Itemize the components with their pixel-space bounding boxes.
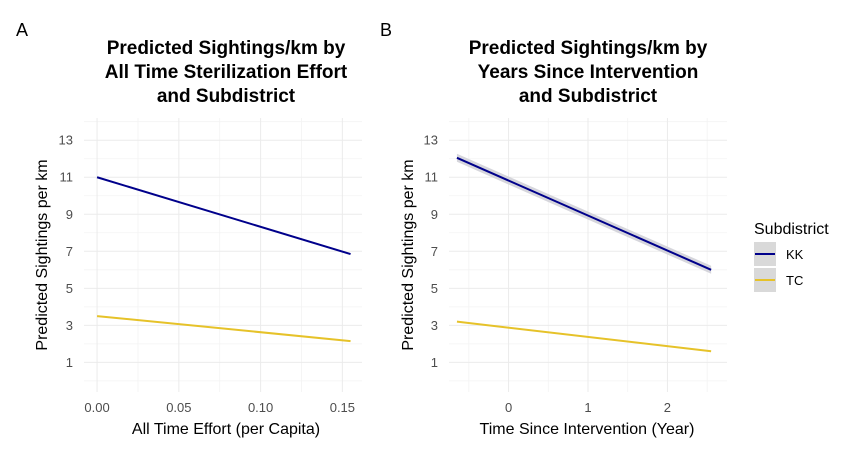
- legend-title: Subdistrict: [754, 221, 829, 238]
- panel-a-x-tick-label: 0.15: [330, 400, 355, 415]
- panel-letter-b: B: [380, 20, 392, 40]
- panel-letter-a: A: [16, 20, 28, 40]
- panel-b-title-line-2: Years Since Intervention: [478, 62, 699, 83]
- panel-b-title-line-3: and Subdistrict: [519, 86, 658, 107]
- panel-a-x-tick-label: 0.05: [166, 400, 191, 415]
- panel-a-y-tick-label: 9: [66, 207, 73, 222]
- legend: Subdistrict KK TC: [754, 221, 829, 292]
- panel-b-x-tick-label: 0: [505, 400, 512, 415]
- panel-a-x-axis-label: All Time Effort (per Capita): [132, 421, 320, 438]
- panel-a-series-kk-line: [96, 176, 351, 256]
- panel-a-x-tick-label: 0.10: [248, 400, 273, 415]
- panel-b-y-tick-label: 11: [425, 170, 439, 185]
- panel-a-title-line-2: All Time Sterilization Effort: [105, 62, 348, 83]
- panel-a-series-tc-line: [96, 315, 351, 343]
- panel-a-x-tick-label: 0.00: [84, 400, 109, 415]
- panel-b: B Predicted Sightings/km by Years Since …: [380, 20, 727, 438]
- panel-b-y-tick-label: 13: [424, 133, 438, 148]
- panel-a: A Predicted Sightings/km by All Time Ste…: [16, 20, 362, 438]
- panel-a-y-tick-label: 3: [66, 318, 73, 333]
- panel-b-x-axis-label: Time Since Intervention (Year): [480, 421, 695, 438]
- panel-a-y-tick-label: 7: [66, 244, 73, 259]
- panel-b-series-kk-line: [456, 156, 712, 271]
- panel-b-y-tick-label: 3: [431, 318, 438, 333]
- panel-b-series-tc-line: [456, 320, 712, 353]
- panel-a-y-tick-label: 13: [59, 133, 73, 148]
- panel-a-y-axis-label: Predicted Sightings per km: [34, 159, 51, 350]
- panel-b-y-tick-label: 5: [431, 281, 438, 296]
- panel-b-y-tick-label: 9: [431, 207, 438, 222]
- legend-label-kk: KK: [786, 247, 804, 262]
- panel-b-y-axis-label: Predicted Sightings per km: [400, 159, 417, 350]
- panel-b-x-tick-label: 1: [584, 400, 591, 415]
- panel-a-y-tick-label: 11: [60, 170, 74, 185]
- legend-label-tc: TC: [786, 273, 803, 288]
- panel-b-y-tick-label: 7: [431, 244, 438, 259]
- panel-a-y-tick-label: 1: [66, 355, 73, 370]
- panel-b-y-tick-label: 1: [431, 355, 438, 370]
- panel-a-y-tick-label: 5: [66, 281, 73, 296]
- panel-a-title-line-1: Predicted Sightings/km by: [107, 38, 346, 59]
- panel-b-x-tick-label: 2: [664, 400, 671, 415]
- panel-a-title-line-3: and Subdistrict: [157, 86, 296, 107]
- panel-b-title-line-1: Predicted Sightings/km by: [469, 38, 708, 59]
